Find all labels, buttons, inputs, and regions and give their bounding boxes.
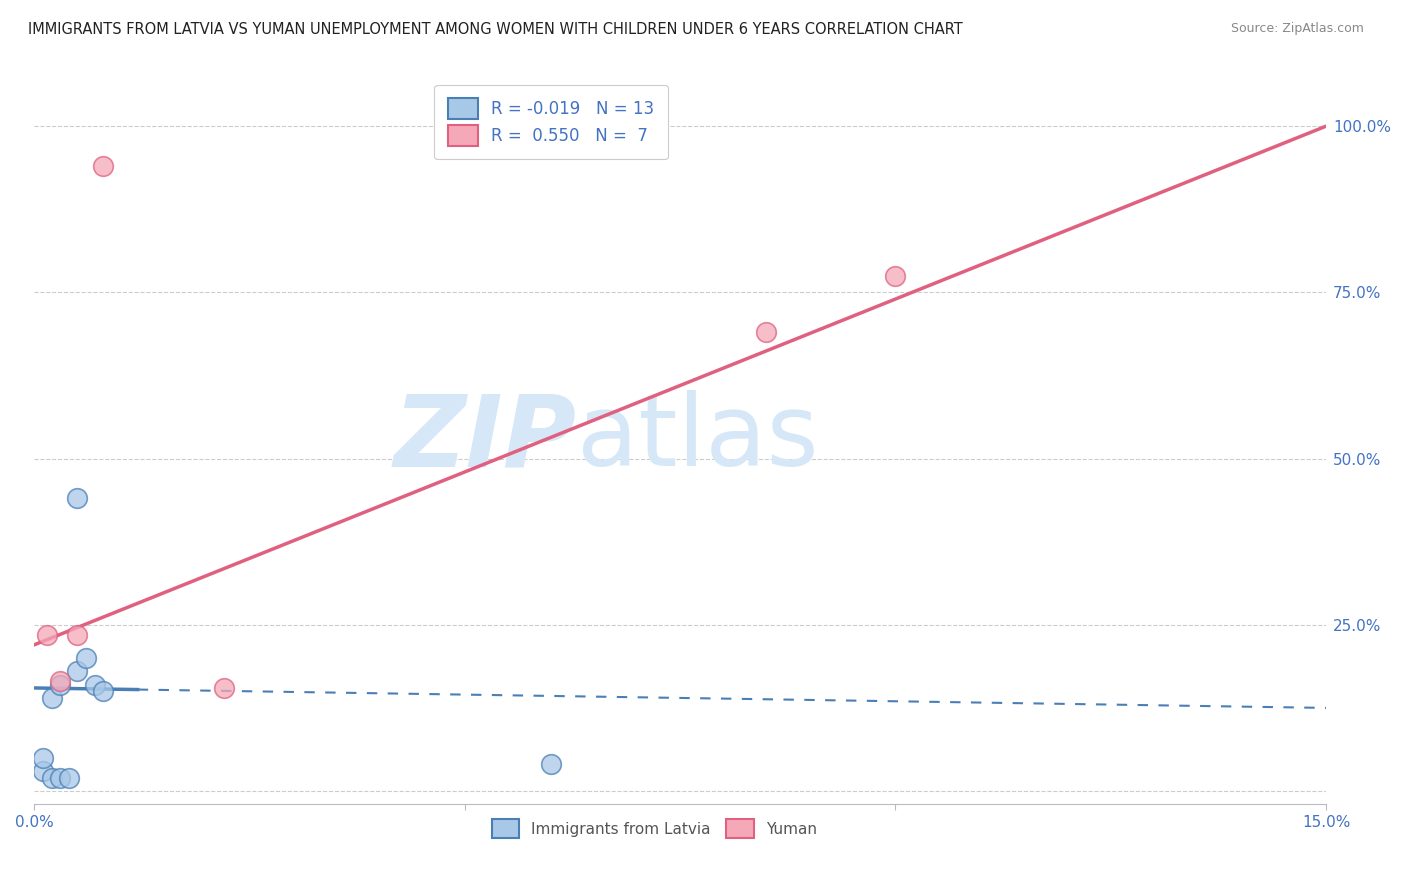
Point <box>91 159 114 173</box>
Point <box>755 326 778 340</box>
Point <box>212 681 235 695</box>
Point <box>884 268 907 283</box>
Point <box>32 764 55 778</box>
Point <box>41 771 63 785</box>
Point <box>66 665 89 679</box>
Point <box>49 674 72 689</box>
Point <box>49 678 72 692</box>
Point <box>83 678 105 692</box>
Point <box>91 684 114 698</box>
Point <box>75 651 97 665</box>
Point <box>66 491 89 506</box>
Point <box>58 771 80 785</box>
Point <box>32 751 55 765</box>
Text: Source: ZipAtlas.com: Source: ZipAtlas.com <box>1230 22 1364 36</box>
Point <box>37 628 59 642</box>
Point <box>49 771 72 785</box>
Point <box>540 757 562 772</box>
Legend: Immigrants from Latvia, Yuman: Immigrants from Latvia, Yuman <box>485 814 823 844</box>
Point <box>41 690 63 705</box>
Text: ZIP: ZIP <box>394 390 576 487</box>
Text: atlas: atlas <box>576 390 818 487</box>
Text: IMMIGRANTS FROM LATVIA VS YUMAN UNEMPLOYMENT AMONG WOMEN WITH CHILDREN UNDER 6 Y: IMMIGRANTS FROM LATVIA VS YUMAN UNEMPLOY… <box>28 22 963 37</box>
Point <box>66 628 89 642</box>
